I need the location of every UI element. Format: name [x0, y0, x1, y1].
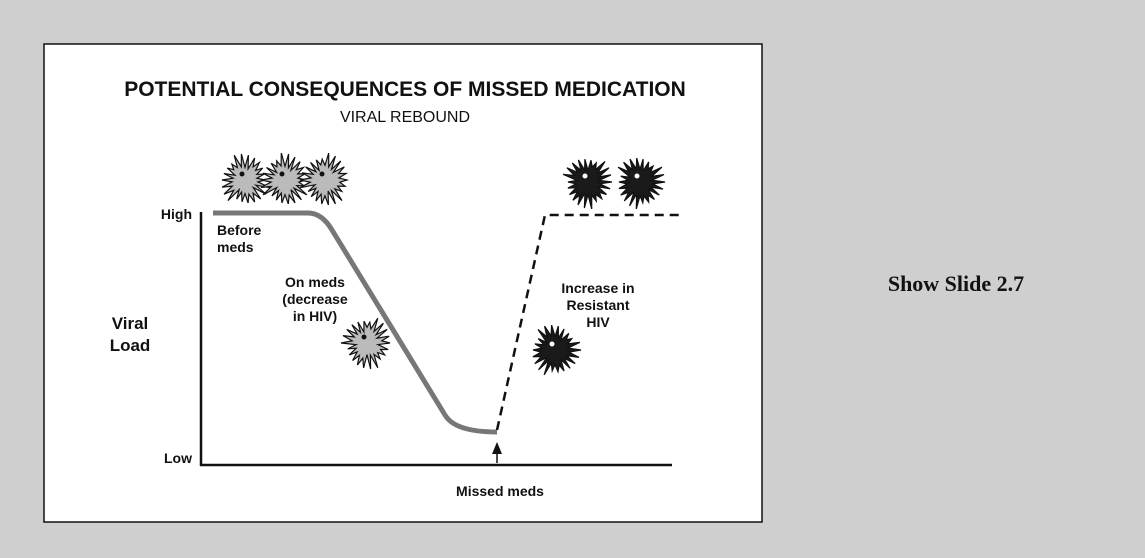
- label-line: meds: [217, 239, 254, 255]
- label-line: On meds: [285, 274, 345, 290]
- y-high-label: High: [161, 206, 192, 222]
- missed-meds-label: Missed meds: [456, 483, 544, 499]
- label-line: in HIV): [293, 308, 337, 324]
- virus-eye: [240, 172, 245, 177]
- label-line: Increase in: [561, 280, 634, 296]
- label-line: HIV: [586, 314, 610, 330]
- y-axis-label-line: Viral: [112, 314, 149, 333]
- virus-eye: [635, 174, 640, 179]
- virus-eye: [583, 174, 588, 179]
- label-line: (decrease: [282, 291, 348, 307]
- label-line: Before: [217, 222, 262, 238]
- slide-title: POTENTIAL CONSEQUENCES OF MISSED MEDICAT…: [124, 78, 686, 101]
- side-note: Show Slide 2.7: [888, 271, 1024, 296]
- slide-subtitle: VIRAL REBOUND: [340, 109, 470, 126]
- virus-eye: [280, 172, 285, 177]
- y-axis-label-line: Load: [110, 336, 151, 355]
- virus-eye: [362, 335, 367, 340]
- y-low-label: Low: [164, 450, 192, 466]
- virus-eye: [550, 342, 555, 347]
- page: POTENTIAL CONSEQUENCES OF MISSED MEDICAT…: [0, 0, 1145, 553]
- virus-eye: [320, 172, 325, 177]
- label-line: Resistant: [566, 297, 629, 313]
